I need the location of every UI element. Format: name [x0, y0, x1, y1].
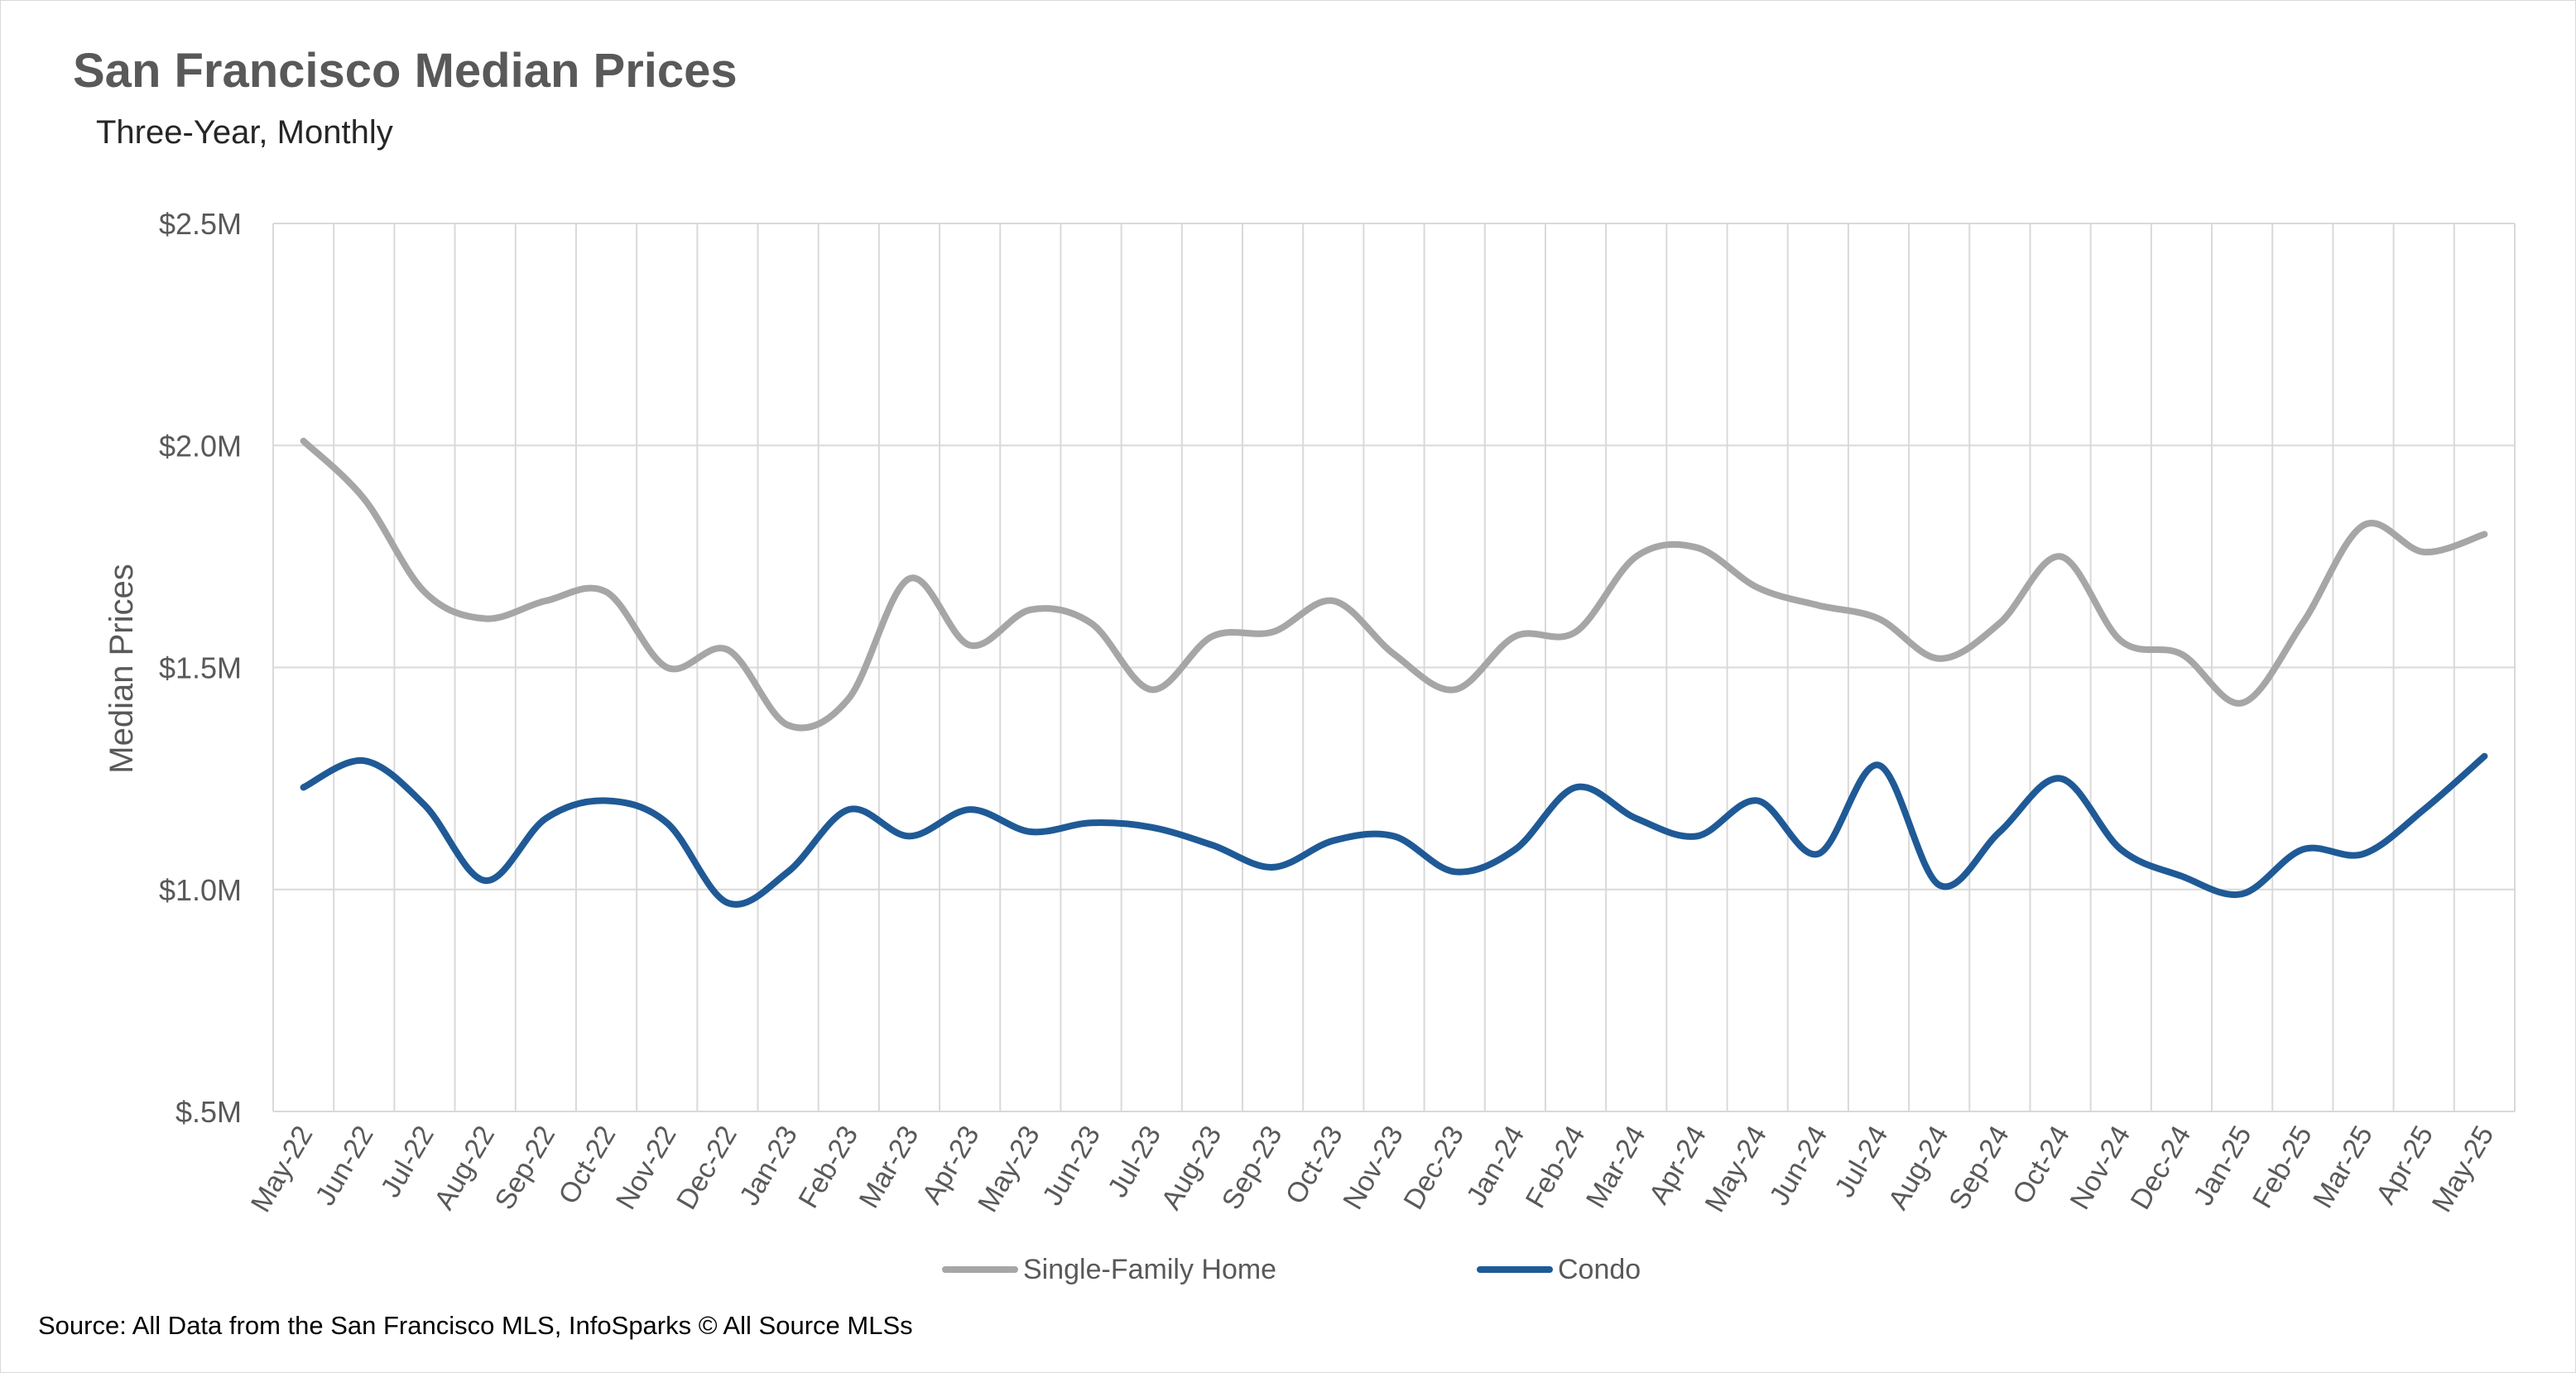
- x-tick-label: Dec-23: [1397, 1121, 1470, 1215]
- x-axis-ticks: May-22Jun-22Jul-22Aug-22Sep-22Oct-22Nov-…: [245, 1121, 2500, 1217]
- chart-subtitle: Three-Year, Monthly: [96, 114, 393, 151]
- x-tick-label: Feb-24: [1520, 1121, 1592, 1213]
- series-line-single-family-home: [300, 437, 2488, 732]
- y-tick-label: $2.5M: [159, 207, 242, 241]
- legend-label-single-family: Single-Family Home: [1023, 1253, 1277, 1285]
- y-axis-label: Median Prices: [103, 564, 140, 773]
- grid: [272, 223, 2516, 1112]
- x-tick-label: May-22: [245, 1121, 320, 1217]
- x-tick-label: Mar-24: [1580, 1121, 1652, 1213]
- source-note: Source: All Data from the San Francisco …: [38, 1311, 913, 1340]
- x-tick-label: Feb-25: [2247, 1121, 2319, 1213]
- legend-swatch-condo: [1477, 1266, 1553, 1273]
- x-tick-label: Jul-24: [1829, 1121, 1894, 1203]
- x-tick-label: Jul-22: [375, 1121, 440, 1203]
- x-tick-label: Sep-22: [489, 1121, 562, 1215]
- line-chart: $2.5M$2.0M$1.5M$1.0M$.5M May-22Jun-22Jul…: [103, 207, 2516, 1217]
- legend-item-single-family: Single-Family Home: [942, 1250, 1276, 1289]
- x-tick-label: Dec-24: [2125, 1121, 2198, 1215]
- x-tick-label: Jun-24: [1763, 1121, 1833, 1211]
- series-lines: [300, 437, 2488, 908]
- x-tick-label: Jun-22: [310, 1121, 380, 1211]
- x-tick-label: Jun-23: [1036, 1121, 1107, 1211]
- y-tick-label: $1.5M: [159, 651, 242, 685]
- y-tick-label: $.5M: [175, 1095, 242, 1129]
- legend-swatch-single-family: [942, 1266, 1018, 1273]
- y-tick-label: $2.0M: [159, 429, 242, 463]
- legend-label-condo: Condo: [1558, 1253, 1641, 1285]
- chart-title: San Francisco Median Prices: [73, 44, 738, 98]
- x-tick-label: Mar-25: [2307, 1121, 2379, 1213]
- x-tick-label: Jul-23: [1102, 1121, 1167, 1203]
- x-tick-label: Mar-23: [853, 1121, 925, 1213]
- legend: Single-Family Home Condo: [0, 1250, 2576, 1289]
- y-axis-ticks: $2.5M $2.0M $1.5M $1.0M $.5M: [159, 207, 242, 1129]
- x-tick-label: Dec-22: [670, 1121, 743, 1215]
- y-tick-label: $1.0M: [159, 873, 242, 907]
- legend-item-condo: Condo: [1477, 1250, 1641, 1289]
- x-tick-label: Sep-23: [1216, 1121, 1289, 1215]
- series-line-condo: [300, 752, 2488, 908]
- x-tick-label: Sep-24: [1943, 1121, 2016, 1215]
- x-tick-label: Feb-23: [792, 1121, 864, 1213]
